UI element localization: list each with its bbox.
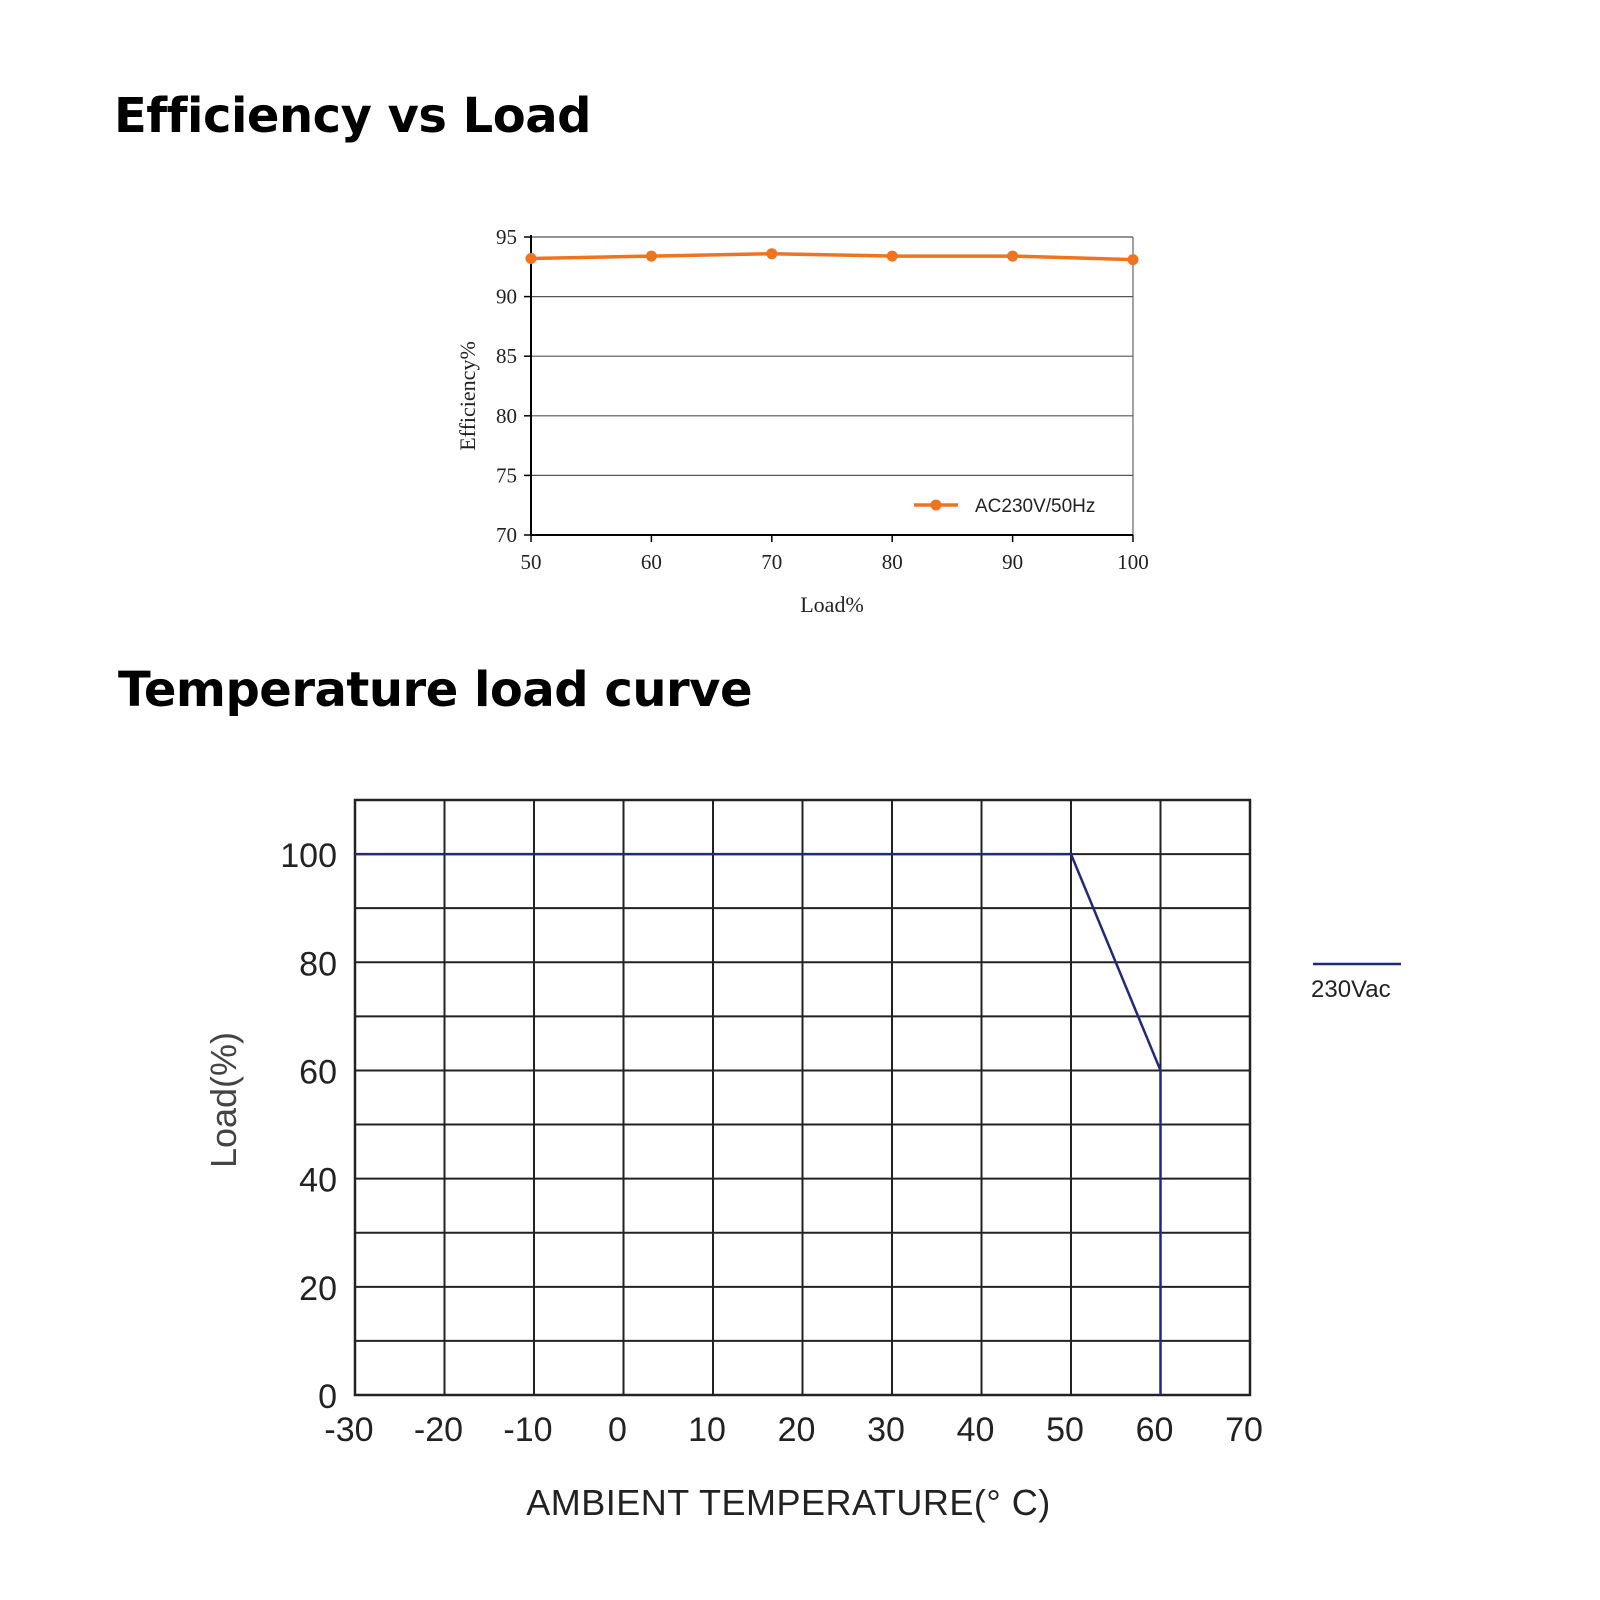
- temp-x-tick-label: 60: [1136, 1411, 1174, 1449]
- temp-series-line: [355, 852, 1162, 1395]
- eff-x-tick-label: 80: [882, 550, 903, 574]
- eff-data-point: [645, 250, 657, 262]
- temp-x-tick-label: 0: [608, 1411, 627, 1449]
- eff-x-axis-label: Load%: [800, 592, 864, 617]
- eff-x-tick-label: 100: [1117, 550, 1149, 574]
- temp-x-tick-label: 40: [957, 1411, 995, 1449]
- temp-x-tick-label: 50: [1046, 1411, 1084, 1449]
- temp-y-tick-label: 20: [299, 1270, 337, 1308]
- temp-x-tick-label: -10: [503, 1411, 552, 1449]
- temp-legend-label: 230Vac: [1311, 976, 1391, 1003]
- temperature-heading: Temperature load curve: [118, 662, 753, 718]
- eff-x-tick-label: 50: [521, 550, 542, 574]
- eff-y-tick-label: 70: [496, 523, 517, 547]
- eff-data-point: [766, 248, 778, 260]
- eff-legend-marker: [930, 499, 942, 511]
- temp-y-tick-label: 60: [299, 1053, 337, 1091]
- temp-x-tick-label: 30: [867, 1411, 905, 1449]
- eff-y-tick-label: 85: [496, 344, 517, 368]
- temp-y-tick-label: 40: [299, 1162, 337, 1200]
- efficiency-heading: Efficiency vs Load: [114, 88, 591, 144]
- eff-series-line: [530, 251, 1134, 262]
- eff-legend-label: AC230V/50Hz: [975, 496, 1095, 517]
- temp-x-tick-label: 70: [1225, 1411, 1263, 1449]
- eff-y-tick-label: 90: [496, 285, 517, 309]
- eff-data-point: [886, 250, 898, 262]
- temp-x-tick-label: 10: [688, 1411, 726, 1449]
- temp-y-axis-label: Load(%): [203, 1032, 244, 1168]
- eff-x-tick-label: 70: [761, 550, 782, 574]
- eff-y-tick-label: 80: [496, 404, 517, 428]
- eff-data-point: [525, 252, 537, 264]
- eff-y-axis-label: Efficiency%: [455, 341, 480, 451]
- temp-y-tick-label: 80: [299, 945, 337, 983]
- eff-y-tick-label: 95: [496, 225, 517, 249]
- temp-x-tick-label: -30: [324, 1411, 373, 1449]
- eff-y-tick-label: 75: [496, 463, 517, 487]
- temp-y-tick-label: 100: [280, 837, 337, 875]
- eff-data-point: [1127, 254, 1139, 266]
- temp-x-tick-label: -20: [414, 1411, 463, 1449]
- eff-x-tick-label: 90: [1002, 550, 1023, 574]
- temp-x-tick-label: 20: [778, 1411, 816, 1449]
- temp-y-tick-label: 0: [318, 1378, 337, 1416]
- temp-x-axis-label: AMBIENT TEMPERATURE(° C): [526, 1482, 1050, 1523]
- eff-x-tick-label: 60: [641, 550, 662, 574]
- eff-data-point: [1007, 250, 1019, 262]
